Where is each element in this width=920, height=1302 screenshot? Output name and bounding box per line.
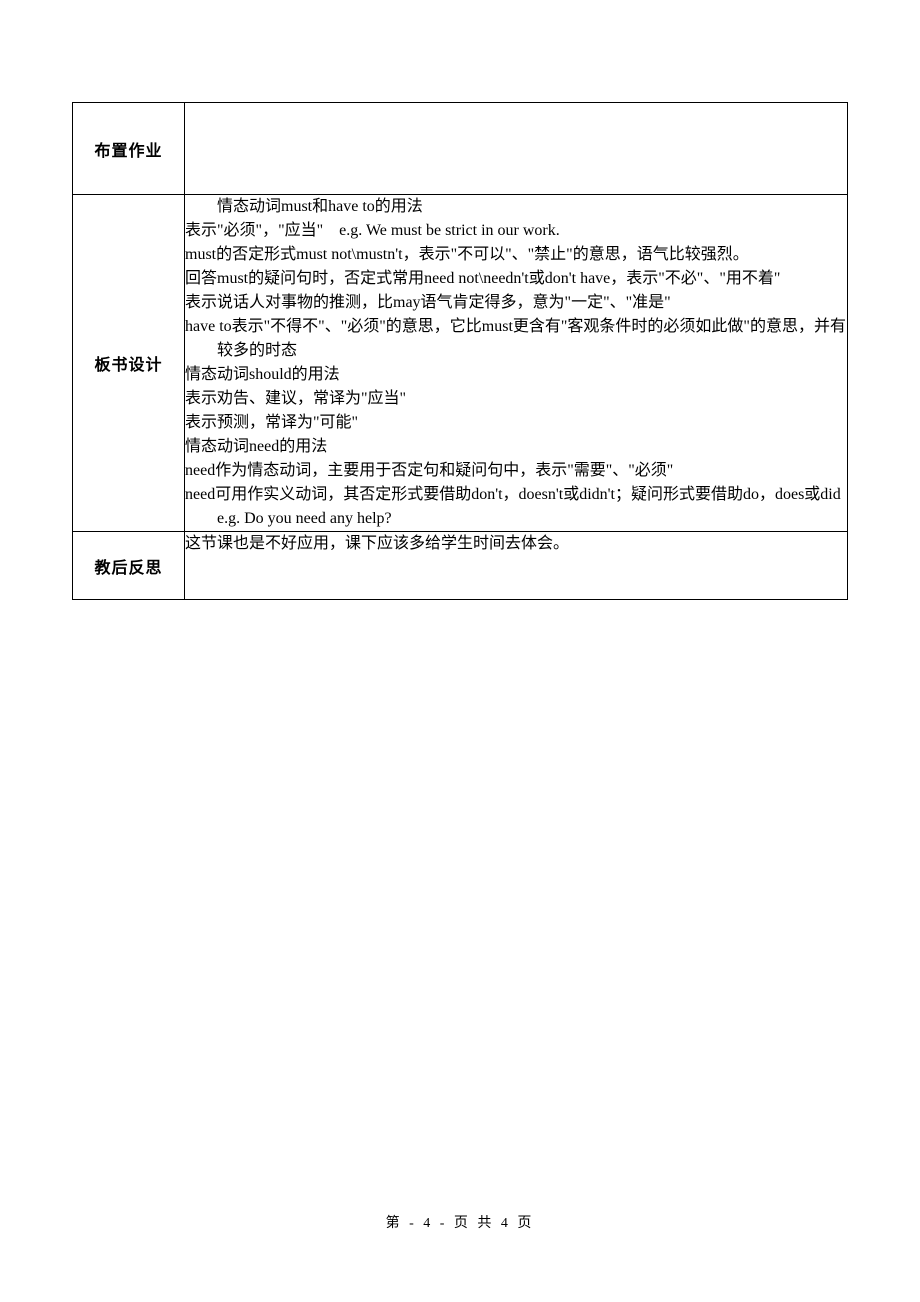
- page-content: 布置作业 板书设计 情态动词must和have to的用法 表示"必须"，"应当…: [0, 0, 920, 600]
- row-homework: 布置作业: [73, 103, 848, 195]
- board-line: 情态动词need的用法: [185, 435, 847, 459]
- label-homework: 布置作业: [73, 103, 185, 195]
- board-line: 表示说话人对事物的推测，比may语气肯定得多，意为"一定"、"准是": [185, 291, 847, 315]
- footer-page-total: 4: [501, 1216, 511, 1231]
- board-line: 表示预测，常译为"可能": [185, 411, 847, 435]
- label-reflection: 教后反思: [73, 532, 185, 600]
- board-line: 表示劝告、建议，常译为"应当": [185, 387, 847, 411]
- board-line: have to表示"不得不"、"必须"的意思，它比must更含有"客观条件时的必…: [185, 315, 847, 363]
- content-homework: [185, 103, 848, 195]
- content-reflection: 这节课也是不好应用，课下应该多给学生时间去体会。: [185, 532, 848, 600]
- page-footer: 第 - 4 - 页 共 4 页: [0, 1212, 920, 1232]
- lesson-plan-table: 布置作业 板书设计 情态动词must和have to的用法 表示"必须"，"应当…: [72, 102, 848, 600]
- row-reflection: 教后反思 这节课也是不好应用，课下应该多给学生时间去体会。: [73, 532, 848, 600]
- footer-suffix: 页: [517, 1216, 534, 1231]
- board-line: 表示"必须"，"应当" e.g. We must be strict in ou…: [185, 219, 847, 243]
- board-line: must的否定形式must not\mustn't，表示"不可以"、"禁止"的意…: [185, 243, 847, 267]
- footer-prefix: 第 -: [386, 1216, 417, 1231]
- content-board-design: 情态动词must和have to的用法 表示"必须"，"应当" e.g. We …: [185, 195, 848, 532]
- board-line: 情态动词must和have to的用法: [185, 195, 847, 219]
- board-line: 回答must的疑问句时，否定式常用need not\needn't或don't …: [185, 267, 847, 291]
- board-line: need作为情态动词，主要用于否定句和疑问句中，表示"需要"、"必须": [185, 459, 847, 483]
- footer-mid: - 页 共: [440, 1216, 495, 1231]
- row-board-design: 板书设计 情态动词must和have to的用法 表示"必须"，"应当" e.g…: [73, 195, 848, 532]
- label-board-design: 板书设计: [73, 195, 185, 532]
- board-line: need可用作实义动词，其否定形式要借助don't，doesn't或didn't…: [185, 483, 847, 531]
- footer-page-current: 4: [423, 1216, 433, 1231]
- board-line: 情态动词should的用法: [185, 363, 847, 387]
